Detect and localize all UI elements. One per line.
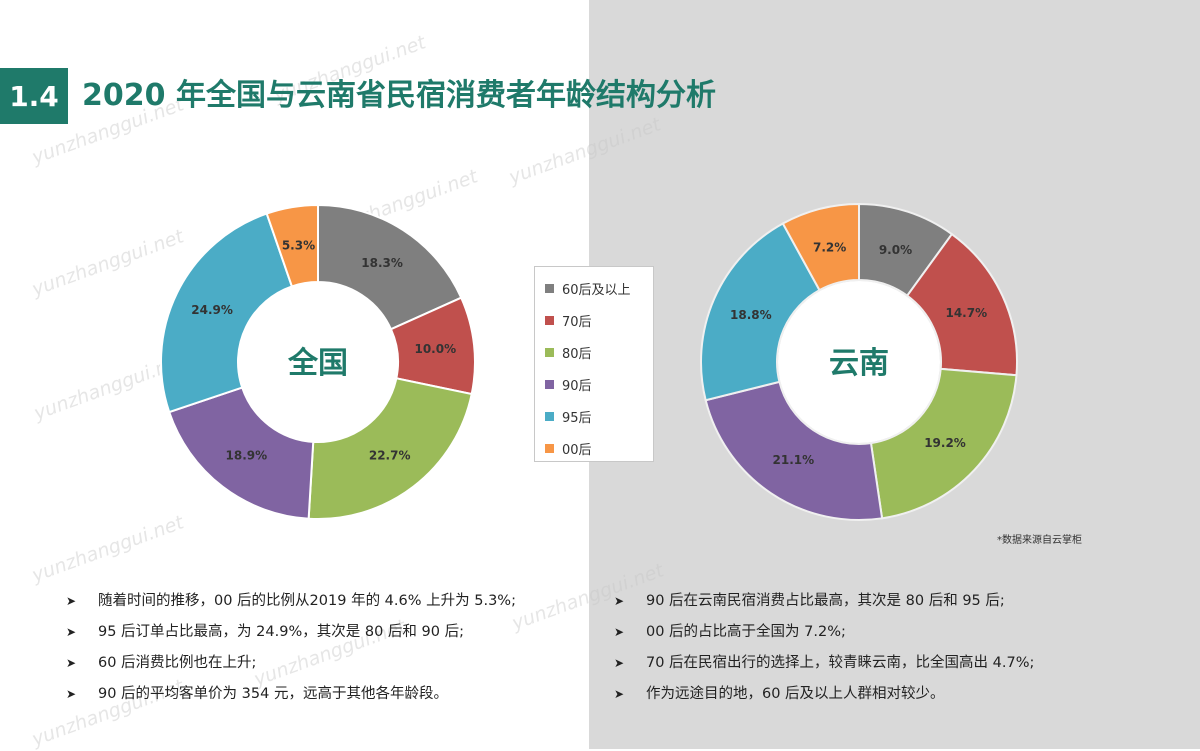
list-item: ➤ 70 后在民宿出行的选择上，较青睐云南，比全国高出 4.7%; [614,648,1034,679]
bullet-text: 70 后在民宿出行的选择上，较青睐云南，比全国高出 4.7%; [646,655,1035,671]
section-number-badge: 1.4 [0,68,68,124]
legend-swatch [545,411,554,421]
donut-center-label: 云南 [829,346,889,381]
bullet-list-yunnan: ➤ 90 后在云南民宿消费占比最高，其次是 80 后和 95 后; ➤ 00 后的占… [614,586,1034,710]
legend-label: 95后 [562,410,592,426]
list-item: ➤ 60 后消费比例也在上升; [66,648,516,679]
donut-center-label: 全国 [287,346,348,381]
slice-data-label: 9.0% [879,243,912,257]
donut-slice [160,212,294,414]
slice-data-label: 24.9% [191,303,233,317]
source-note: *数据来源自云掌柜 [997,535,1082,546]
donut-hole [778,281,940,443]
legend-label: 60后及以上 [562,282,631,298]
slice-data-label: 18.8% [730,308,772,322]
bullet-text: 00 后的占比高于全国为 7.2%; [646,624,846,640]
arrow-bullet-icon: ➤ [66,625,77,639]
slice-data-label: 18.3% [361,256,403,270]
slice-data-label: 14.7% [945,306,987,320]
bullet-list-national: ➤ 随着时间的推移，00 后的比例从2019 年的 4.6% 上升为 5.3%; … [66,586,516,710]
slice-data-label: 22.7% [369,449,411,463]
legend-swatch [545,315,554,325]
arrow-bullet-icon: ➤ [614,594,625,608]
legend-label: 70后 [562,314,592,330]
donut-slice [869,367,1018,520]
donut-slice [265,203,319,288]
arrow-bullet-icon: ➤ [66,594,77,608]
donut-slice [700,222,821,402]
donut-slice [704,380,884,521]
bullet-text: 随着时间的推移，00 后的比例从2019 年的 4.6% 上升为 5.3%; [98,593,516,609]
list-item: ➤ 作为远途目的地，60 后及以上人群相对较少。 [614,679,1034,710]
slice-data-label: 21.1% [773,453,815,467]
donut-slice [781,202,860,292]
slice-data-label: 10.0% [414,342,456,356]
arrow-bullet-icon: ➤ [66,687,77,701]
arrow-bullet-icon: ➤ [614,687,625,701]
list-item: ➤ 90 后在云南民宿消费占比最高，其次是 80 后和 95 后; [614,586,1034,617]
legend-item: 90后 [545,368,653,400]
arrow-bullet-icon: ➤ [66,656,77,670]
legend-swatch [545,347,554,357]
page-title: 2020 年全国与云南省民宿消费者年龄结构分析 [82,78,716,113]
donut-chart: 18.3% 10.0% 22.7% 18.9% 24.9% 5.3% 全国 [160,203,476,520]
donut-hole [239,283,397,441]
legend-label: 00后 [562,442,592,458]
bullet-text: 90 后的平均客单价为 354 元，远高于其他各年龄段。 [98,686,448,702]
donut-slice [307,377,473,520]
legend-swatch [545,283,554,293]
list-item: ➤ 00 后的占比高于全国为 7.2%; [614,617,1034,648]
legend-swatch [545,379,554,389]
legend-item: 95后 [545,400,653,432]
donut-chart: 9.0% 14.7% 19.2% 21.1% 18.8% 7.2% 云南 [700,202,1018,521]
bullet-text: 90 后在云南民宿消费占比最高，其次是 80 后和 95 后; [646,593,1005,609]
slice-data-label: 19.2% [924,436,966,450]
legend-item: 00后 [545,432,653,464]
legend-swatch [545,443,554,453]
bullet-text: 95 后订单占比最高，为 24.9%，其次是 80 后和 90 后; [98,624,464,640]
slice-data-label: 18.9% [226,449,268,463]
donut-slice [317,203,463,331]
legend-item: 70后 [545,304,653,336]
donut-slice [167,386,315,520]
legend-item: 80后 [545,336,653,368]
list-item: ➤ 90 后的平均客单价为 354 元，远高于其他各年龄段。 [66,679,516,710]
slice-data-label: 5.3% [282,239,315,253]
list-item: ➤ 随着时间的推移，00 后的比例从2019 年的 4.6% 上升为 5.3%; [66,586,516,617]
legend-label: 90后 [562,378,592,394]
arrow-bullet-icon: ➤ [614,656,625,670]
bullet-text: 60 后消费比例也在上升; [98,655,257,671]
bullet-text: 作为远途目的地，60 后及以上人群相对较少。 [646,686,945,702]
chart-legend: 60后及以上 70后 80后 90后 95后 00后 [534,266,654,462]
arrow-bullet-icon: ➤ [614,625,625,639]
list-item: ➤ 95 后订单占比最高，为 24.9%，其次是 80 后和 90 后; [66,617,516,648]
slice-data-label: 7.2% [813,241,846,255]
legend-item: 60后及以上 [545,272,653,304]
legend-label: 80后 [562,346,592,362]
